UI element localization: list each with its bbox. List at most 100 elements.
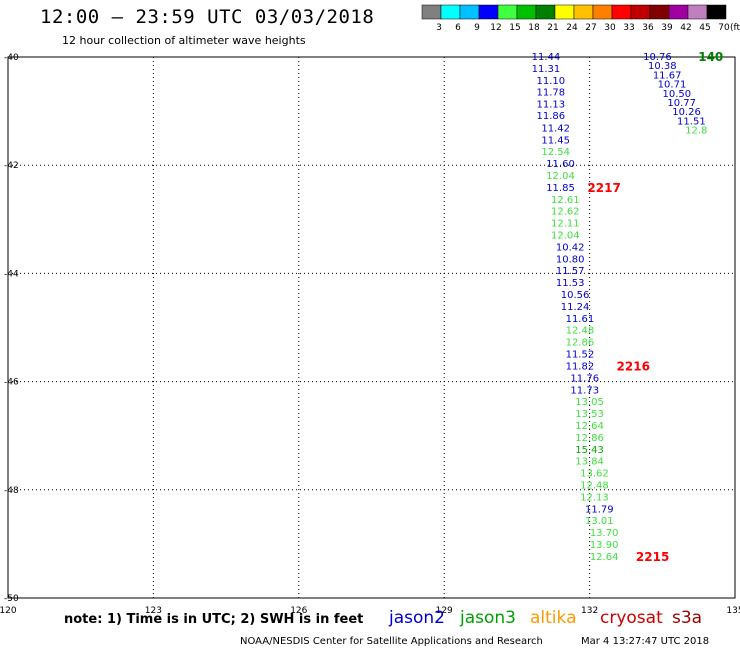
colorbar-swatch <box>611 4 632 20</box>
swh-data-label: 11.10 <box>537 76 566 87</box>
swh-data-label: 12.62 <box>551 207 580 218</box>
colorbar-swatch <box>516 4 537 20</box>
swh-data-label: 12.64 <box>590 552 619 563</box>
swh-data-label: 11.13 <box>537 100 566 111</box>
legend-cryosat: cryosat <box>600 608 663 628</box>
swh-data-label: 10.76 <box>643 52 672 63</box>
colorbar-unit: (ft) <box>730 23 740 33</box>
colorbar-label: 9 <box>474 23 480 33</box>
x-tick-label: 126 <box>290 606 307 616</box>
time-label: 140 <box>698 50 723 64</box>
y-tick-label: -48 <box>4 486 19 496</box>
generated-timestamp: Mar 4 13:27:47 UTC 2018 <box>581 636 710 647</box>
colorbar-label: 21 <box>547 23 558 33</box>
swh-data-label: 11.45 <box>541 135 570 146</box>
swh-data-label: 13.62 <box>580 469 609 480</box>
swh-data-label: 11.52 <box>566 350 595 361</box>
swh-data-label: 12.13 <box>580 492 609 503</box>
swh-data-label: 12.86 <box>575 433 604 444</box>
chart-subtitle: 12 hour collection of altimeter wave hei… <box>62 34 306 47</box>
colorbar-swatch <box>535 4 556 20</box>
credit-line: NOAA/NESDIS Center for Satellite Applica… <box>240 636 543 647</box>
swh-data-label: 12.11 <box>551 219 580 230</box>
colorbar-swatch <box>668 4 689 20</box>
y-tick-label: -46 <box>4 378 19 388</box>
colorbar-label: 70 <box>718 23 730 33</box>
colorbar-label: 6 <box>455 23 461 33</box>
swh-data-label: 13.70 <box>590 528 619 539</box>
colorbar-label: 3 <box>436 23 442 33</box>
swh-data-label: 11.67 <box>653 70 682 81</box>
colorbar-label: 36 <box>642 23 654 33</box>
x-tick-label: 135 <box>726 606 740 616</box>
time-label: 2217 <box>587 181 620 195</box>
swh-data-label: 12.8 <box>685 126 707 137</box>
swh-data-label: 12.64 <box>575 421 604 432</box>
x-tick-label: 132 <box>581 606 598 616</box>
swh-data-label: 13.01 <box>585 516 614 527</box>
colorbar-label: 15 <box>509 23 520 33</box>
swh-data-label: 10.80 <box>556 254 585 265</box>
swh-data-label: 12.04 <box>546 171 575 182</box>
swh-data-label: 13.90 <box>590 540 619 551</box>
colorbar-label: 33 <box>623 23 634 33</box>
swh-data-label: 10.71 <box>658 80 687 91</box>
y-tick-label: -42 <box>4 161 19 171</box>
colorbar-swatch <box>497 4 518 20</box>
y-tick-label: -44 <box>4 269 19 279</box>
x-tick-label: 120 <box>0 606 17 616</box>
chart-title: 12:00 – 23:59 UTC 03/03/2018 <box>40 6 375 28</box>
swh-data-label: 10.56 <box>561 290 590 301</box>
swh-data-label: 11.57 <box>556 266 585 277</box>
x-tick-label: 129 <box>436 606 453 616</box>
colorbar-swatch <box>440 4 461 20</box>
colorbar-swatch <box>706 4 727 20</box>
colorbar-swatch <box>630 4 651 20</box>
colorbar-swatch <box>459 4 480 20</box>
colorbar-label: 18 <box>528 23 540 33</box>
footer-note: note: 1) Time is in UTC; 2) SWH is in fe… <box>64 612 364 627</box>
colorbar-label: 45 <box>699 23 710 33</box>
swh-data-label: 11.86 <box>537 111 566 122</box>
swh-data-label: 10.42 <box>556 242 585 253</box>
colorbar-label: 12 <box>490 23 501 33</box>
swh-data-label: 13.84 <box>575 457 604 468</box>
legend-s3a: s3a <box>672 608 703 628</box>
swh-data-label: 11.61 <box>566 314 595 325</box>
swh-data-label: 10.38 <box>648 61 677 72</box>
colorbar-label: 42 <box>680 23 691 33</box>
x-tick-label: 123 <box>145 606 162 616</box>
swh-data-label: 10.50 <box>663 89 692 100</box>
swh-data-label: 12.86 <box>566 338 595 349</box>
swh-data-label: 11.79 <box>585 504 614 515</box>
colorbar-swatch <box>478 4 499 20</box>
swh-data-label: 11.78 <box>537 88 566 99</box>
colorbar-swatch <box>554 4 575 20</box>
colorbar-swatch <box>573 4 594 20</box>
swh-data-label: 11.76 <box>570 373 599 384</box>
swh-data-label: 11.60 <box>546 159 575 170</box>
colorbar-swatch <box>592 4 613 20</box>
y-tick-label: -40 <box>4 53 19 63</box>
swh-data-label: 13.05 <box>575 397 604 408</box>
legend-jason2: jason2 <box>389 608 445 628</box>
colorbar-swatch <box>649 4 670 20</box>
swh-data-label: 11.44 <box>532 52 561 63</box>
swh-data-label: 12.61 <box>551 195 580 206</box>
swh-data-label: 12.48 <box>580 480 609 491</box>
swh-data-label: 15.43 <box>575 445 604 456</box>
swh-data-label: 11.73 <box>570 385 599 396</box>
swh-data-label: 10.77 <box>667 98 696 109</box>
colorbar-swatch <box>421 4 442 20</box>
colorbar-label: 24 <box>566 23 578 33</box>
colorbar-swatch <box>687 4 708 20</box>
time-label: 2216 <box>617 359 650 373</box>
swh-data-label: 13.53 <box>575 409 604 420</box>
swh-data-label: 11.42 <box>541 123 570 134</box>
colorbar-label: 27 <box>585 23 596 33</box>
swh-data-label: 11.85 <box>546 183 575 194</box>
swh-data-label: 12.48 <box>566 326 595 337</box>
colorbar-label: 39 <box>661 23 673 33</box>
